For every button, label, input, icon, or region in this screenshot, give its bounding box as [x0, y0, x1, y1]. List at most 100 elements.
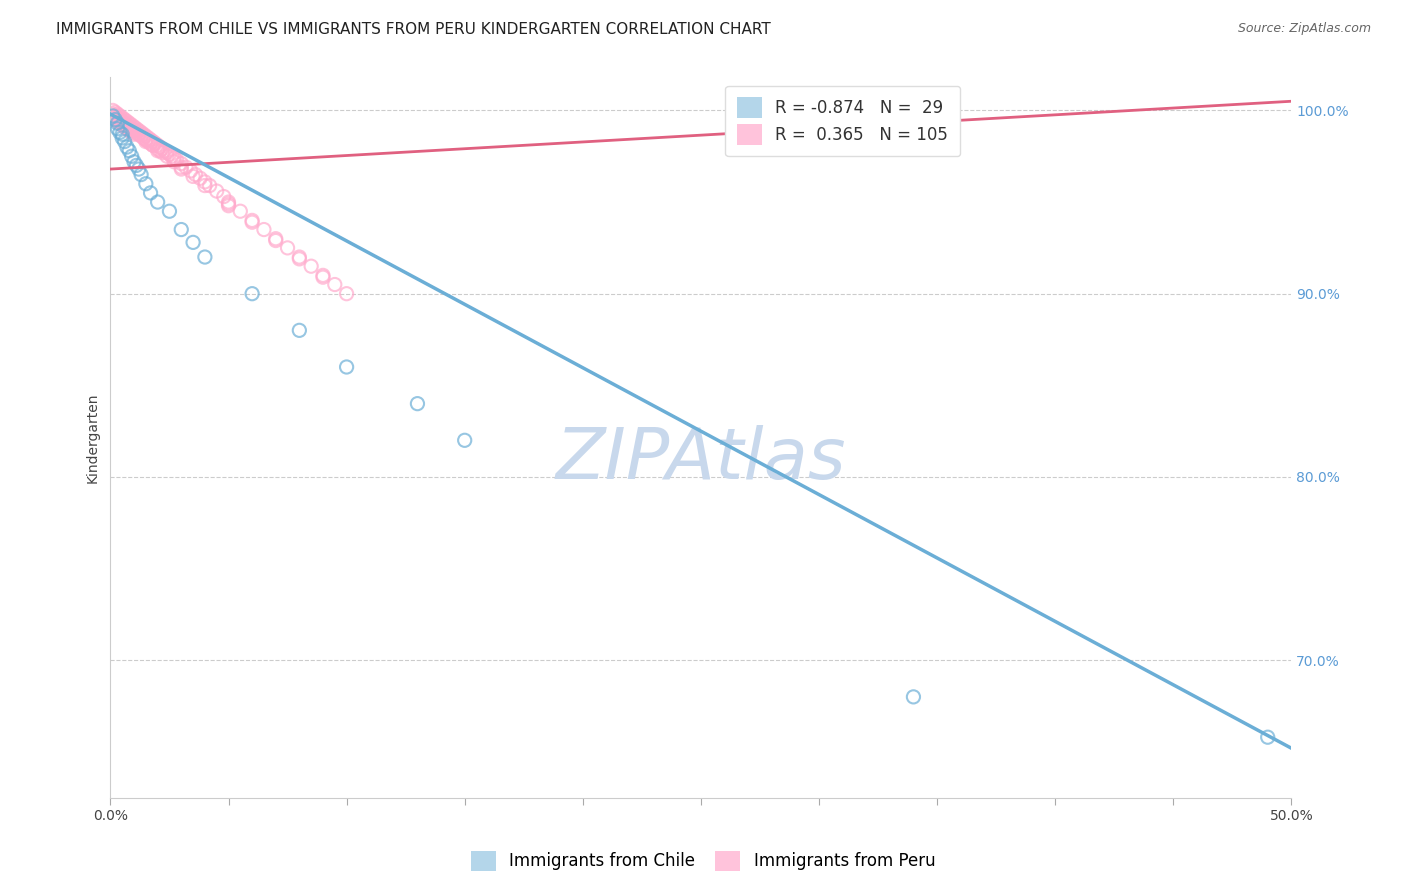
Point	[240, 215, 263, 229]
Point	[111, 131, 134, 145]
Point	[104, 112, 127, 127]
Point	[159, 204, 181, 219]
Point	[149, 144, 172, 158]
Point	[170, 162, 193, 177]
Point	[118, 120, 141, 134]
Point	[135, 133, 157, 147]
Point	[229, 204, 252, 219]
Point	[139, 136, 162, 151]
Point	[114, 112, 136, 127]
Point	[125, 125, 148, 139]
Point	[454, 434, 477, 448]
Legend: Immigrants from Chile, Immigrants from Peru: Immigrants from Chile, Immigrants from P…	[463, 842, 943, 880]
Point	[139, 186, 162, 200]
Point	[180, 164, 202, 178]
Point	[277, 241, 299, 255]
Point	[111, 114, 134, 128]
Point	[288, 252, 311, 266]
Point	[156, 145, 179, 160]
Point	[122, 123, 145, 137]
Point	[101, 109, 124, 123]
Point	[135, 135, 157, 149]
Point	[118, 123, 141, 137]
Point	[903, 690, 925, 704]
Point	[188, 171, 211, 186]
Text: ZIPAtlas: ZIPAtlas	[555, 425, 846, 493]
Y-axis label: Kindergarten: Kindergarten	[86, 392, 100, 483]
Point	[146, 144, 169, 158]
Point	[129, 125, 152, 139]
Point	[122, 154, 145, 169]
Point	[253, 222, 276, 236]
Point	[288, 323, 311, 337]
Point	[104, 109, 127, 123]
Point	[114, 116, 136, 130]
Point	[114, 120, 136, 134]
Point	[212, 189, 235, 203]
Point	[299, 259, 322, 273]
Point	[107, 111, 129, 125]
Point	[135, 133, 157, 147]
Point	[218, 197, 240, 211]
Point	[159, 147, 181, 161]
Point	[194, 175, 217, 189]
Point	[118, 144, 141, 158]
Point	[142, 135, 165, 149]
Point	[132, 131, 155, 145]
Text: IMMIGRANTS FROM CHILE VS IMMIGRANTS FROM PERU KINDERGARTEN CORRELATION CHART: IMMIGRANTS FROM CHILE VS IMMIGRANTS FROM…	[56, 22, 770, 37]
Point	[114, 116, 136, 130]
Point	[312, 270, 335, 285]
Point	[156, 149, 179, 163]
Point	[118, 120, 141, 134]
Point	[108, 112, 131, 127]
Point	[160, 149, 183, 163]
Point	[121, 121, 143, 136]
Point	[104, 105, 127, 120]
Point	[115, 114, 138, 128]
Point	[121, 125, 143, 139]
Point	[146, 142, 169, 156]
Point	[406, 397, 429, 411]
Point	[312, 268, 335, 283]
Point	[170, 160, 193, 174]
Point	[132, 128, 155, 142]
Point	[139, 133, 162, 147]
Point	[174, 160, 197, 174]
Point	[108, 116, 131, 130]
Point	[150, 142, 173, 156]
Point	[336, 286, 359, 301]
Point	[198, 178, 221, 193]
Point	[142, 138, 165, 153]
Point	[121, 121, 143, 136]
Point	[118, 116, 141, 130]
Point	[111, 128, 134, 142]
Point	[121, 149, 143, 163]
Point	[163, 154, 186, 169]
Point	[153, 144, 176, 158]
Point	[128, 128, 150, 142]
Point	[114, 135, 136, 149]
Point	[121, 118, 143, 132]
Point	[135, 129, 157, 144]
Point	[181, 169, 204, 184]
Point	[111, 111, 134, 125]
Point	[115, 118, 138, 132]
Point	[194, 178, 217, 193]
Point	[107, 121, 129, 136]
Point	[240, 286, 263, 301]
Point	[115, 140, 138, 154]
Point	[166, 153, 188, 167]
Point	[149, 140, 172, 154]
Point	[170, 156, 193, 170]
Point	[181, 235, 204, 250]
Point	[135, 177, 157, 191]
Point	[129, 168, 152, 182]
Point	[128, 123, 150, 137]
Point	[111, 114, 134, 128]
Point	[142, 138, 165, 153]
Point	[136, 135, 159, 149]
Point	[264, 232, 287, 246]
Point	[115, 121, 138, 136]
Point	[122, 128, 145, 142]
Point	[194, 250, 217, 264]
